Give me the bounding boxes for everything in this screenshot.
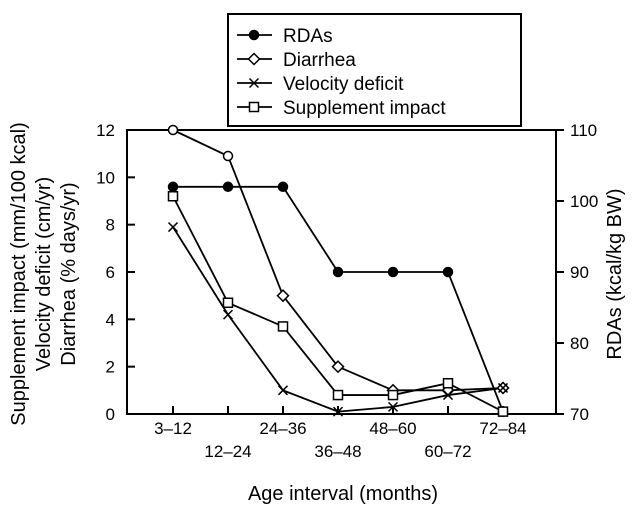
legend-label-velocity-deficit: Velocity deficit [283,74,404,95]
data-point-rdas [222,181,234,193]
legend-marker-diarrhea [247,52,261,66]
data-point-supplement-impact [167,191,179,202]
x-tick-label: 36–48 [314,442,361,461]
left-axis-title-2: Velocity deficit (cm/yr) [33,177,55,371]
x-tick-label: 48–60 [369,419,416,438]
data-point-supplement-impact [387,389,399,401]
legend-marker-supplement-impact [248,101,260,113]
x-tick-label: 12–24 [204,442,251,461]
data-point-supplement-impact [497,406,509,417]
data-point-rdas [442,266,454,278]
left-tick-label: 4 [106,310,115,329]
left-tick-label: 10 [96,168,115,187]
left-axis-title-3: Diarrhea (% days/yr) [58,182,80,365]
data-point-rdas [167,181,179,193]
right-tick-label: 70 [570,405,589,424]
series-line-supplement-impact [172,195,504,413]
data-point-velocity-deficit [222,309,234,320]
data-point-diarrhea [331,360,345,374]
legend-label-supplement-impact: Supplement impact [283,98,446,119]
data-point-velocity-deficit [442,390,454,401]
x-tick-label: 3–12 [154,419,192,438]
series-line-diarrhea [172,129,504,392]
series-line-velocity-deficit [172,226,504,413]
data-point-supplement-impact [222,297,234,309]
right-tick-label: 110 [570,121,597,140]
x-tick-label: 72–84 [479,419,526,438]
left-axis-title-1: Supplement impact (mm/100 kcal) [8,122,30,425]
legend-marker-velocity-deficit [248,77,260,89]
x-axis-title: Age interval (months) [248,483,438,505]
left-tick-label: 6 [106,263,115,282]
legend-label-diarrhea: Diarrhea [283,50,356,71]
x-axis: 3–12 12–24 24–36 36–48 48–60 60–72 72–84 [154,406,527,461]
legend: RDAs Diarrhea Velocity deficit Supplement i… [227,13,522,127]
data-point-velocity-deficit [497,382,509,393]
legend-marker-rdas [248,29,260,41]
data-point-supplement-impact [442,377,454,389]
left-tick-label: 8 [106,216,115,235]
data-point-rdas [332,266,344,278]
legend-label-rdas: RDAs [283,26,333,47]
right-tick-label: 100 [570,192,598,211]
right-tick-label: 80 [570,334,589,353]
left-axis: 0 2 4 6 8 10 12 [96,121,135,424]
right-tick-label: 90 [570,263,589,282]
data-point-velocity-deficit [332,406,344,417]
data-point-rdas [387,266,399,278]
data-point-velocity-deficit [277,385,289,396]
data-point-velocity-deficit [387,401,399,412]
series-line-rdas [173,185,504,412]
data-point-diarrhea [276,289,290,303]
legend-box [227,13,522,127]
data-point-supplement-impact [277,321,289,332]
right-axis-title: RDAs (kcal/kg BW) [604,188,626,359]
x-tick-label: 24–36 [259,419,306,438]
data-point-velocity-deficit [167,222,179,233]
data-point-diarrhea [222,150,234,162]
data-point-diarrhea [167,124,179,136]
data-point-supplement-impact [332,389,344,401]
data-point-rdas [277,181,289,193]
left-tick-label: 12 [96,121,115,140]
series-layer [167,124,510,417]
left-tick-label: 2 [106,358,115,377]
right-axis: 70 80 90 100 110 [556,121,598,424]
left-tick-label: 0 [106,405,115,424]
x-tick-label: 60–72 [424,442,471,461]
